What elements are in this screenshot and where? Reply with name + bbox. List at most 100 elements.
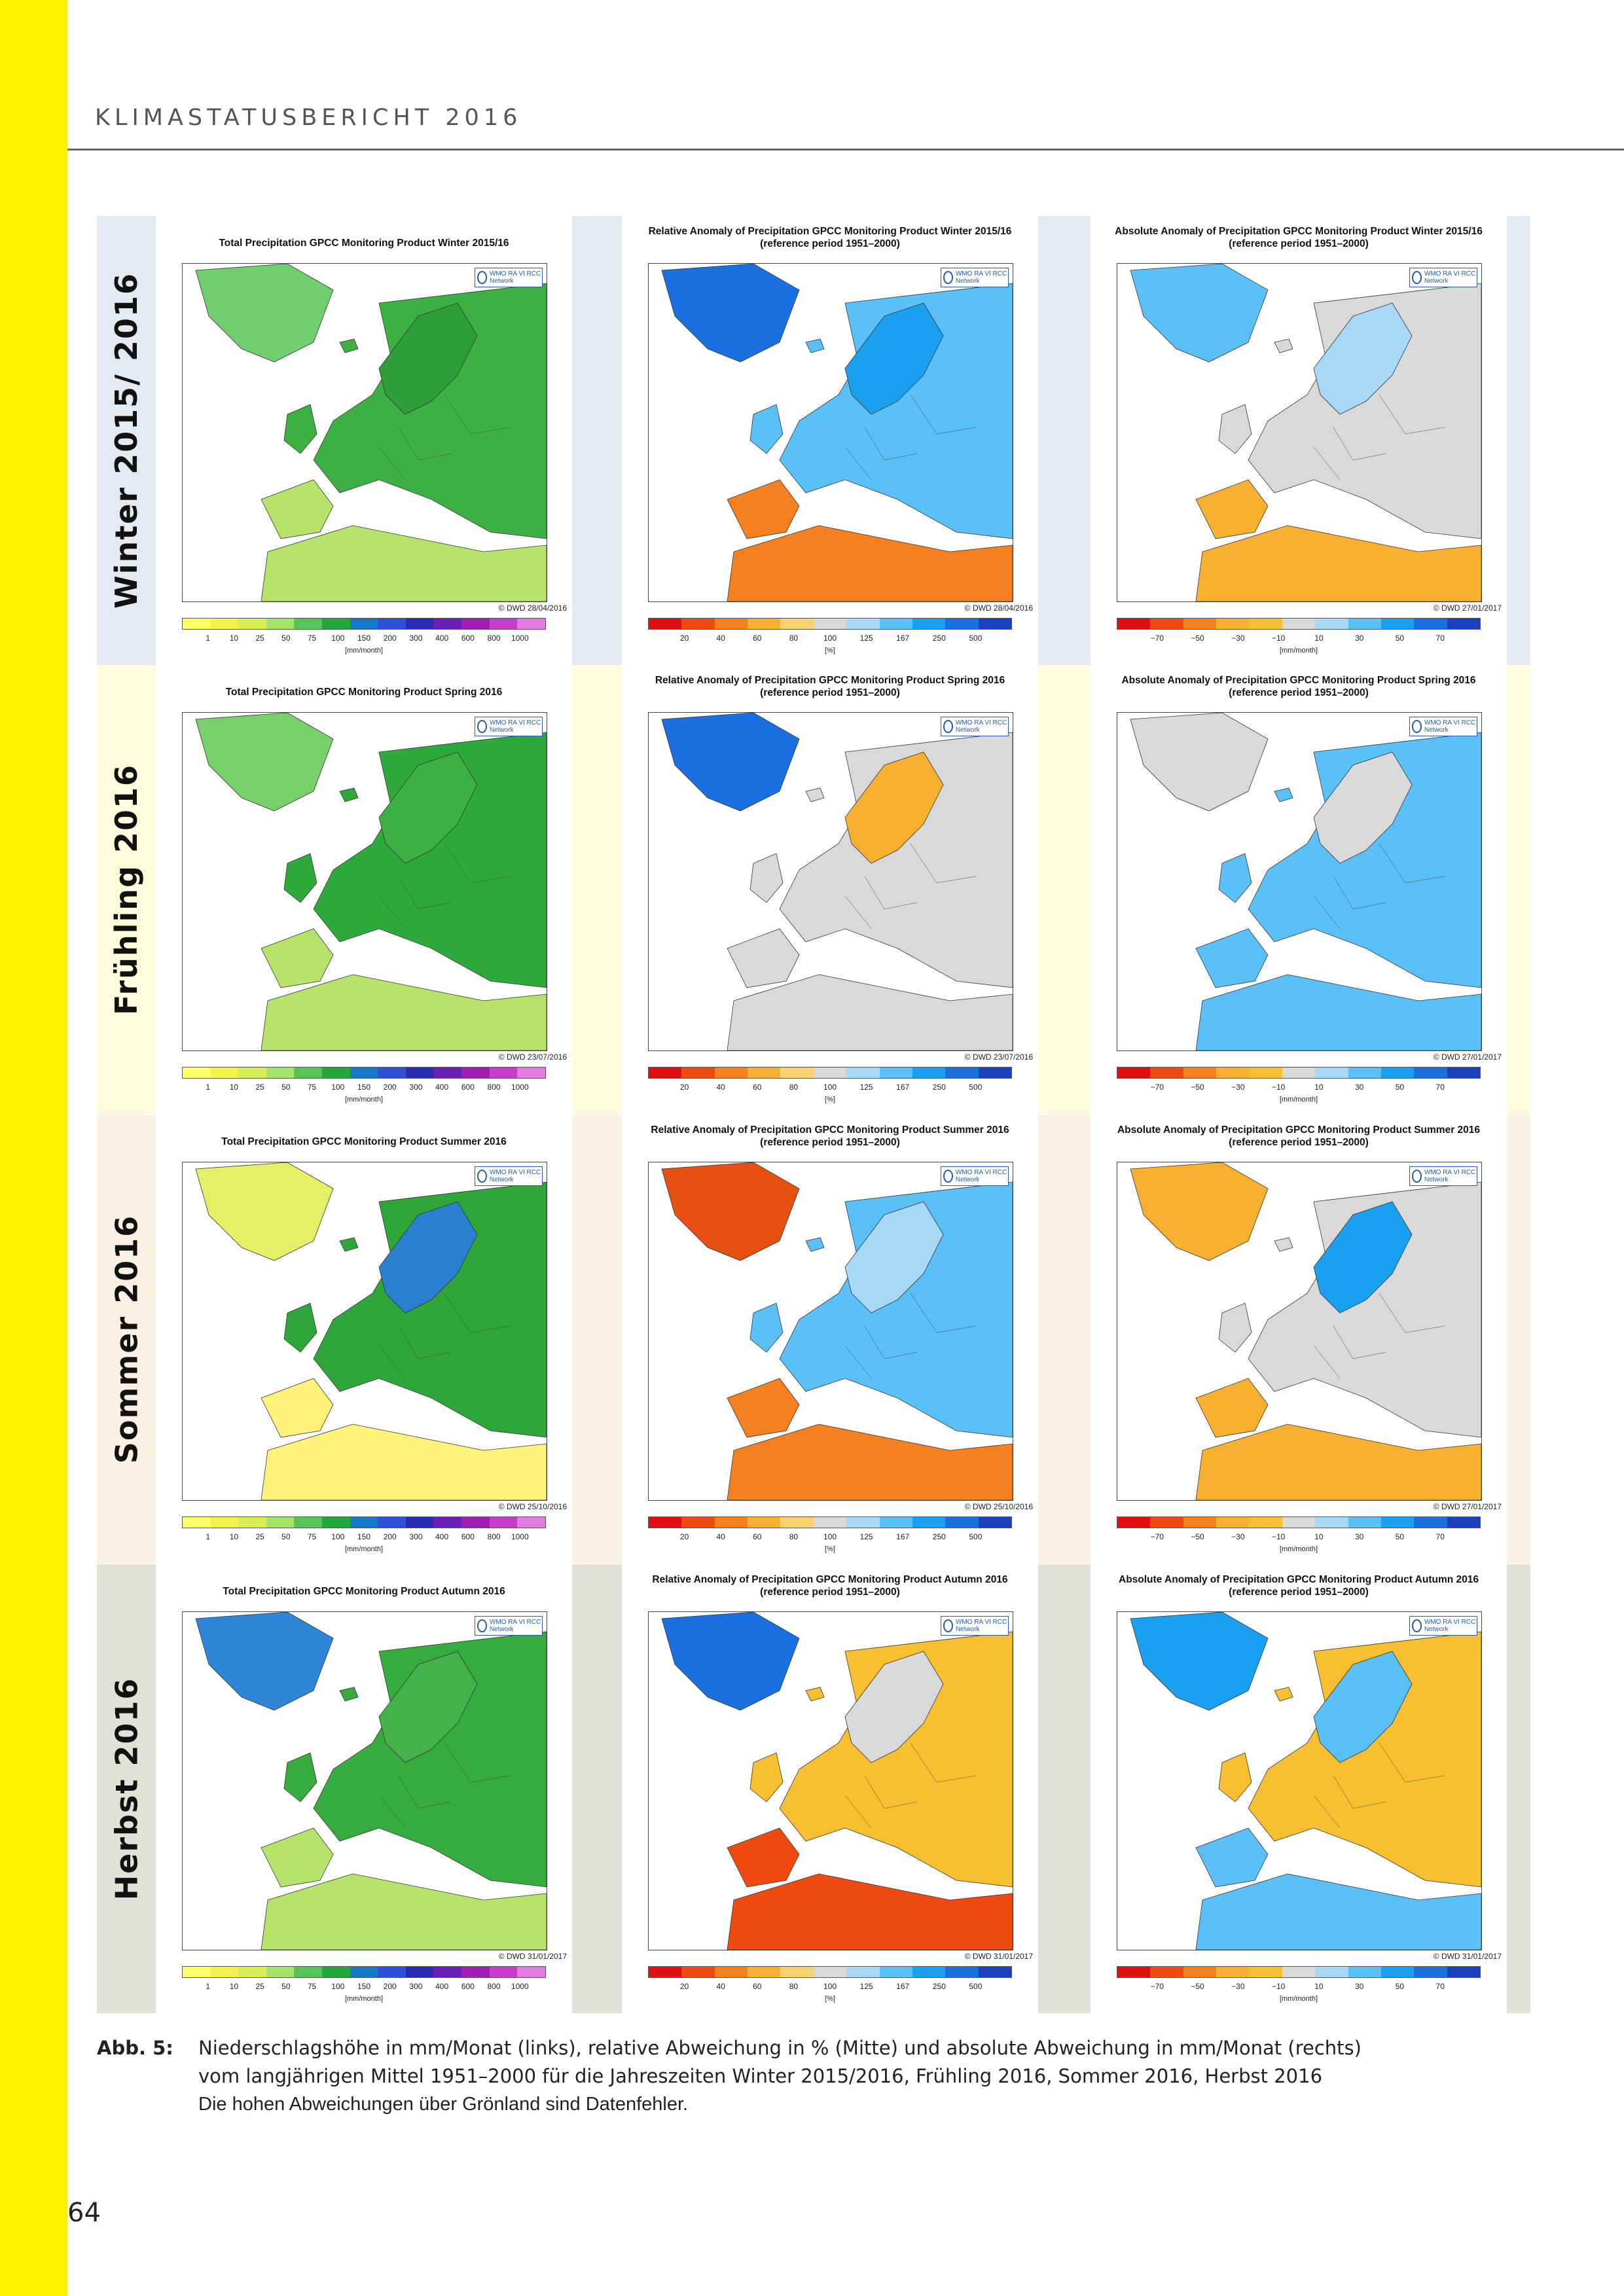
colorbar-swatch [846, 619, 880, 629]
wmo-logo-text: WMO RA VI RCC Network [1424, 270, 1476, 285]
colorbar-tick-label: 30 [1354, 1083, 1364, 1092]
colorbar-tick-label: 600 [461, 1982, 475, 1991]
colorbar-swatch [405, 1067, 434, 1078]
colorbar-swatch [183, 619, 211, 629]
colorbar-swatch [1447, 619, 1480, 629]
colorbar [1117, 1516, 1481, 1528]
map-title: Relative Anomaly of Precipitation GPCC M… [622, 225, 1038, 250]
colorbar-swatch [266, 1067, 295, 1078]
map-panel-relative-summer: Relative Anomaly of Precipitation GPCC M… [622, 1115, 1038, 1564]
map-title-text: Total Precipitation GPCC Monitoring Prod… [223, 1586, 505, 1597]
season-label-cell: Frühling 2016 [97, 665, 156, 1114]
map-title-text: Absolute Anomaly of Precipitation GPCC M… [1117, 1124, 1481, 1136]
colorbar-swatch [461, 1967, 490, 1977]
wmo-logo-text: WMO RA VI RCC Network [955, 1619, 1007, 1633]
wmo-logo: WMO RA VI RCC Network [475, 717, 543, 736]
colorbar-swatch [210, 1067, 239, 1078]
map-reference-period: (reference period 1951–2000) [1229, 1137, 1369, 1148]
colorbar-tick-label: −70 [1150, 1982, 1164, 1991]
colorbar-tick-label: 25 [255, 1982, 264, 1991]
colorbar [182, 1966, 546, 1978]
colorbar-swatch [681, 1067, 715, 1078]
colorbar-swatch [1414, 1067, 1447, 1078]
colorbar-swatch [649, 1067, 682, 1078]
colorbar-tick-label: 50 [281, 1083, 291, 1092]
colorbar-tick-label: 400 [435, 1083, 449, 1092]
colorbar-tick-label: 75 [307, 1982, 317, 1991]
colorbar-tick-label: 80 [789, 634, 799, 643]
colorbar [182, 1067, 546, 1079]
colorbar-tick-label: 70 [1435, 1532, 1445, 1541]
colorbar-swatch [912, 1517, 946, 1528]
colorbar-swatch [1380, 1967, 1415, 1977]
map-title: Relative Anomaly of Precipitation GPCC M… [622, 674, 1038, 699]
map-title-text: Total Precipitation GPCC Monitoring Prod… [221, 1136, 507, 1147]
colorbar-swatch [405, 1517, 434, 1528]
colorbar-tick-label: −50 [1191, 634, 1204, 643]
map-title: Absolute Anomaly of Precipitation GPCC M… [1091, 674, 1507, 699]
colorbar-swatch [238, 1967, 266, 1977]
running-head: KLIMASTATUSBERICHT 2016 [95, 105, 522, 131]
colorbar-tick-label: 10 [1314, 1083, 1324, 1092]
colorbar-tick-label: 10 [1314, 634, 1324, 643]
colorbar-tick-label: 500 [969, 1083, 983, 1092]
map-reference-period: (reference period 1951–2000) [1229, 238, 1369, 249]
colorbar-swatch [714, 1517, 748, 1528]
colorbar-swatch [1380, 619, 1415, 629]
colorbar-swatch [879, 1517, 912, 1528]
map-title: Total Precipitation GPCC Monitoring Prod… [156, 686, 572, 698]
colorbar-swatch [649, 619, 682, 629]
map-area: WMO RA VI RCC Network [1117, 263, 1482, 602]
colorbar-tick-label: 200 [383, 1532, 397, 1541]
colorbar-swatch [1348, 619, 1381, 629]
colorbar [1117, 1966, 1481, 1978]
map-title-text: Absolute Anomaly of Precipitation GPCC M… [1119, 1574, 1479, 1585]
wmo-logo: WMO RA VI RCC Network [1409, 1616, 1477, 1636]
colorbar-unit: [%] [825, 1995, 835, 2003]
colorbar-tick-label: 1000 [511, 1083, 529, 1092]
colorbar-ticks: 1 10 25 50 75 100 150 200 300 400 600 800 1000 [182, 1083, 546, 1094]
colorbar-swatch [780, 1517, 814, 1528]
colorbar-swatch [945, 1517, 979, 1528]
colorbar-swatch [1117, 1067, 1151, 1078]
colorbar-swatch [714, 619, 748, 629]
map-panel-absolute-autumn: Absolute Anomaly of Precipitation GPCC M… [1091, 1564, 1507, 2013]
map-reference-period: (reference period 1951–2000) [760, 238, 900, 249]
colorbar-tick-label: 167 [896, 1083, 910, 1092]
colorbar-tick-label: 75 [307, 634, 317, 643]
colorbar-swatch [433, 1967, 462, 1977]
dwd-credit: © DWD 31/01/2017 [1433, 1952, 1502, 1961]
colorbar-swatch [433, 1517, 462, 1528]
colorbar-swatch [322, 1517, 350, 1528]
map-panel-relative-spring: Relative Anomaly of Precipitation GPCC M… [622, 665, 1038, 1114]
colorbar-tick-label: 400 [435, 1532, 449, 1541]
wmo-logo: WMO RA VI RCC Network [941, 1616, 1009, 1636]
colorbar [1117, 618, 1481, 630]
colorbar-unit: [mm/month] [344, 1096, 384, 1103]
map-title-text: Relative Anomaly of Precipitation GPCC M… [651, 1124, 1009, 1136]
colorbar-swatch [813, 1517, 847, 1528]
colorbar-tick-label: 30 [1354, 634, 1364, 643]
colorbar-swatch [1117, 1967, 1151, 1977]
colorbar-swatch [378, 619, 406, 629]
colorbar-tick-label: 30 [1354, 1982, 1364, 1991]
wmo-logo: WMO RA VI RCC Network [941, 268, 1009, 287]
season-label-cell: Sommer 2016 [97, 1115, 156, 1564]
colorbar-swatch [322, 1967, 350, 1977]
wmo-logo-text: WMO RA VI RCC Network [1424, 1619, 1476, 1633]
colorbar-tick-label: 100 [823, 1532, 837, 1541]
colorbar-swatch [748, 1067, 781, 1078]
colorbar-swatch [748, 619, 781, 629]
yellow-side-stripe [0, 0, 67, 2296]
map-panel-total-autumn: Total Precipitation GPCC Monitoring Prod… [156, 1564, 572, 2013]
colorbar-tick-label: 75 [307, 1532, 317, 1541]
colorbar-swatch [1348, 1517, 1381, 1528]
colorbar-swatch [1183, 1967, 1217, 1977]
wmo-logo: WMO RA VI RCC Network [941, 1166, 1009, 1186]
colorbar-swatch [517, 1967, 545, 1977]
dwd-credit: © DWD 27/01/2017 [1433, 1502, 1502, 1511]
colorbar-swatch [266, 1967, 295, 1977]
colorbar-tick-label: 300 [409, 1982, 423, 1991]
colorbar-tick-label: 60 [753, 634, 762, 643]
map-title: Total Precipitation GPCC Monitoring Prod… [156, 1136, 572, 1148]
